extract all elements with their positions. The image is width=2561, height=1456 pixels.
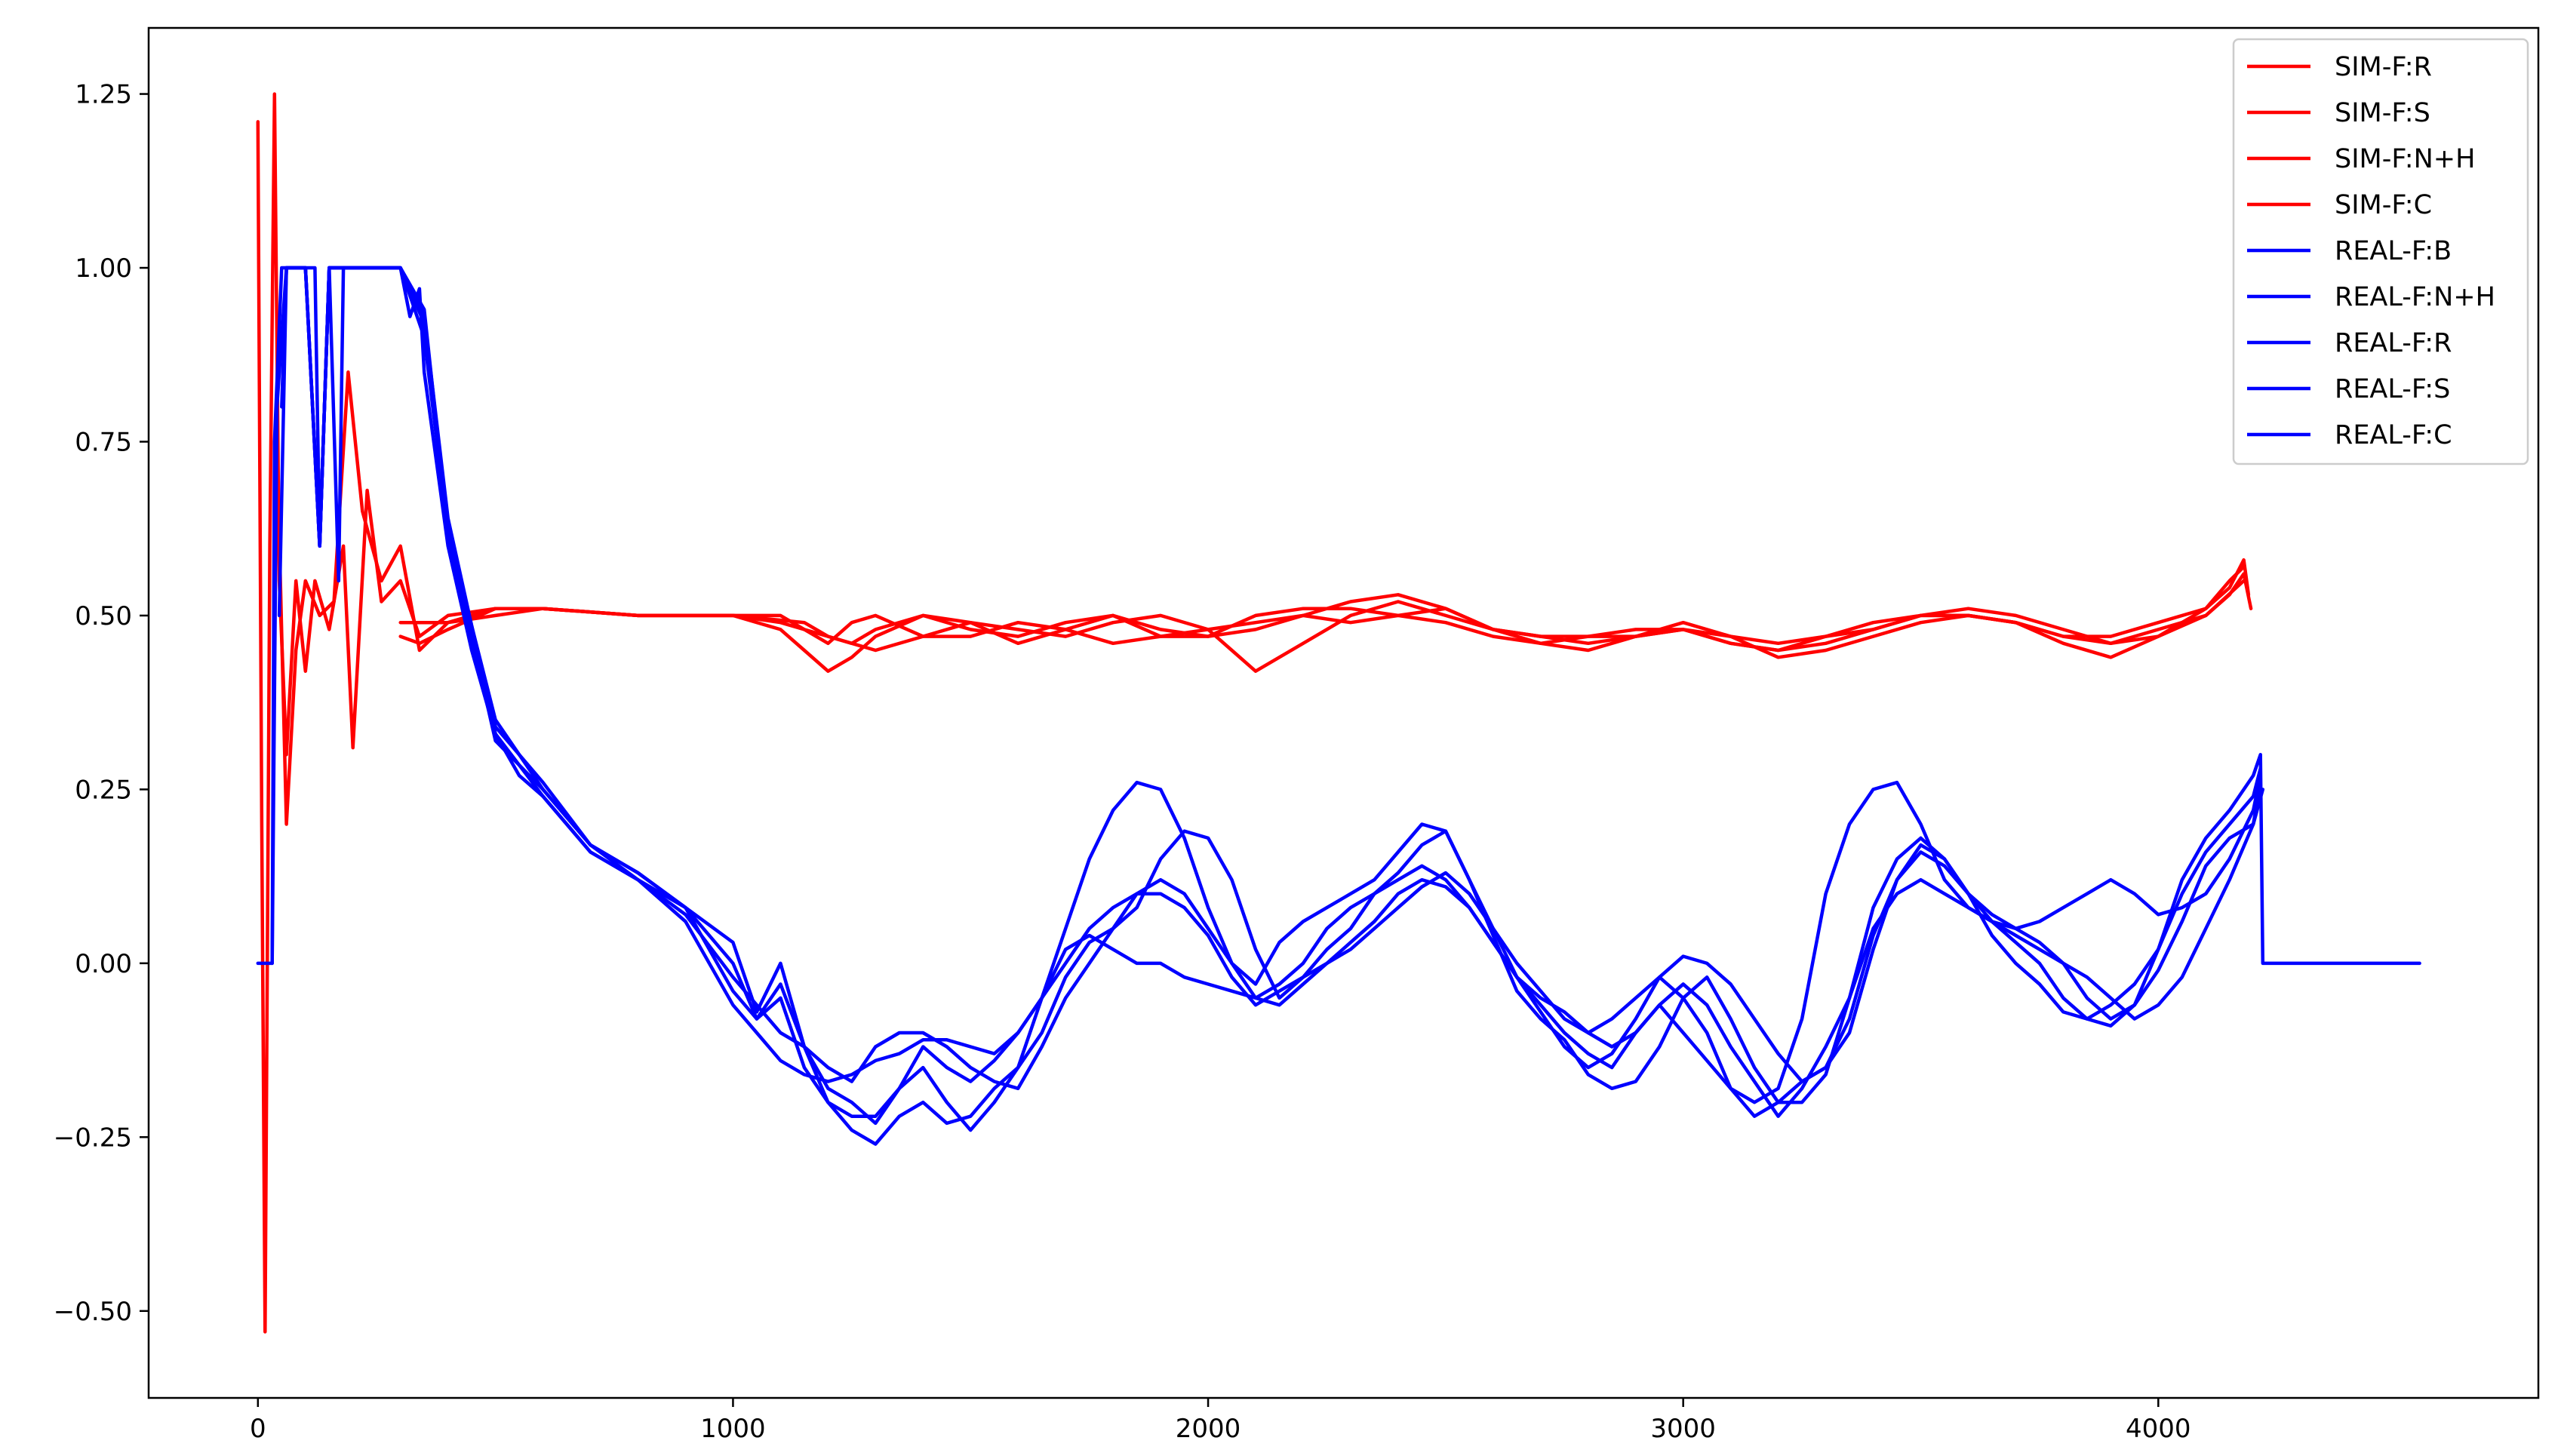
y-tick-label-7: −0.50 xyxy=(54,1297,132,1327)
x-tick-label-0: 0 xyxy=(250,1414,266,1444)
y-tick-label-2: 0.75 xyxy=(75,427,132,457)
x-tick-label-1: 1000 xyxy=(700,1414,766,1444)
y-tick-label-3: 0.50 xyxy=(75,601,132,631)
x-tick-label-2: 2000 xyxy=(1176,1414,1241,1444)
y-tick-label-5: 0.00 xyxy=(75,949,132,979)
series-line-1 xyxy=(275,370,2251,826)
series-layer xyxy=(256,92,2421,1334)
legend-label-3: SIM-F:C xyxy=(2335,190,2432,220)
x-tick-label-3: 3000 xyxy=(1650,1414,1716,1444)
legend-label-5: REAL-F:N+H xyxy=(2335,282,2495,312)
legend-label-6: REAL-F:R xyxy=(2335,328,2452,358)
legend: SIM-F:R SIM-F:S SIM-F:N+H SIM-F:C REAL-F:B RE… xyxy=(2232,38,2529,465)
series-line-3 xyxy=(398,579,2246,659)
y-axis: 1.25 1.00 0.75 0.50 0.25 0.00 −0.25 −0.50 xyxy=(54,80,149,1327)
series-line-8 xyxy=(282,266,2262,1083)
legend-label-4: REAL-F:B xyxy=(2335,236,2452,266)
y-tick-label-4: 0.25 xyxy=(75,775,132,805)
legend-label-0: SIM-F:R xyxy=(2335,52,2432,82)
y-tick-label-0: 1.25 xyxy=(75,80,132,110)
legend-label-7: REAL-F:S xyxy=(2335,374,2450,404)
x-tick-label-4: 4000 xyxy=(2126,1414,2191,1444)
legend-box xyxy=(2232,38,2529,465)
legend-label-2: SIM-F:N+H xyxy=(2335,144,2475,174)
legend-label-8: REAL-F:C xyxy=(2335,420,2452,450)
legend-label-1: SIM-F:S xyxy=(2335,98,2430,128)
series-line-6 xyxy=(277,266,2262,1118)
x-axis: 0 1000 2000 3000 4000 xyxy=(250,1398,2191,1444)
y-tick-label-1: 1.00 xyxy=(75,253,132,284)
y-tick-label-6: −0.25 xyxy=(54,1123,132,1153)
plot-frame xyxy=(147,26,2540,1399)
